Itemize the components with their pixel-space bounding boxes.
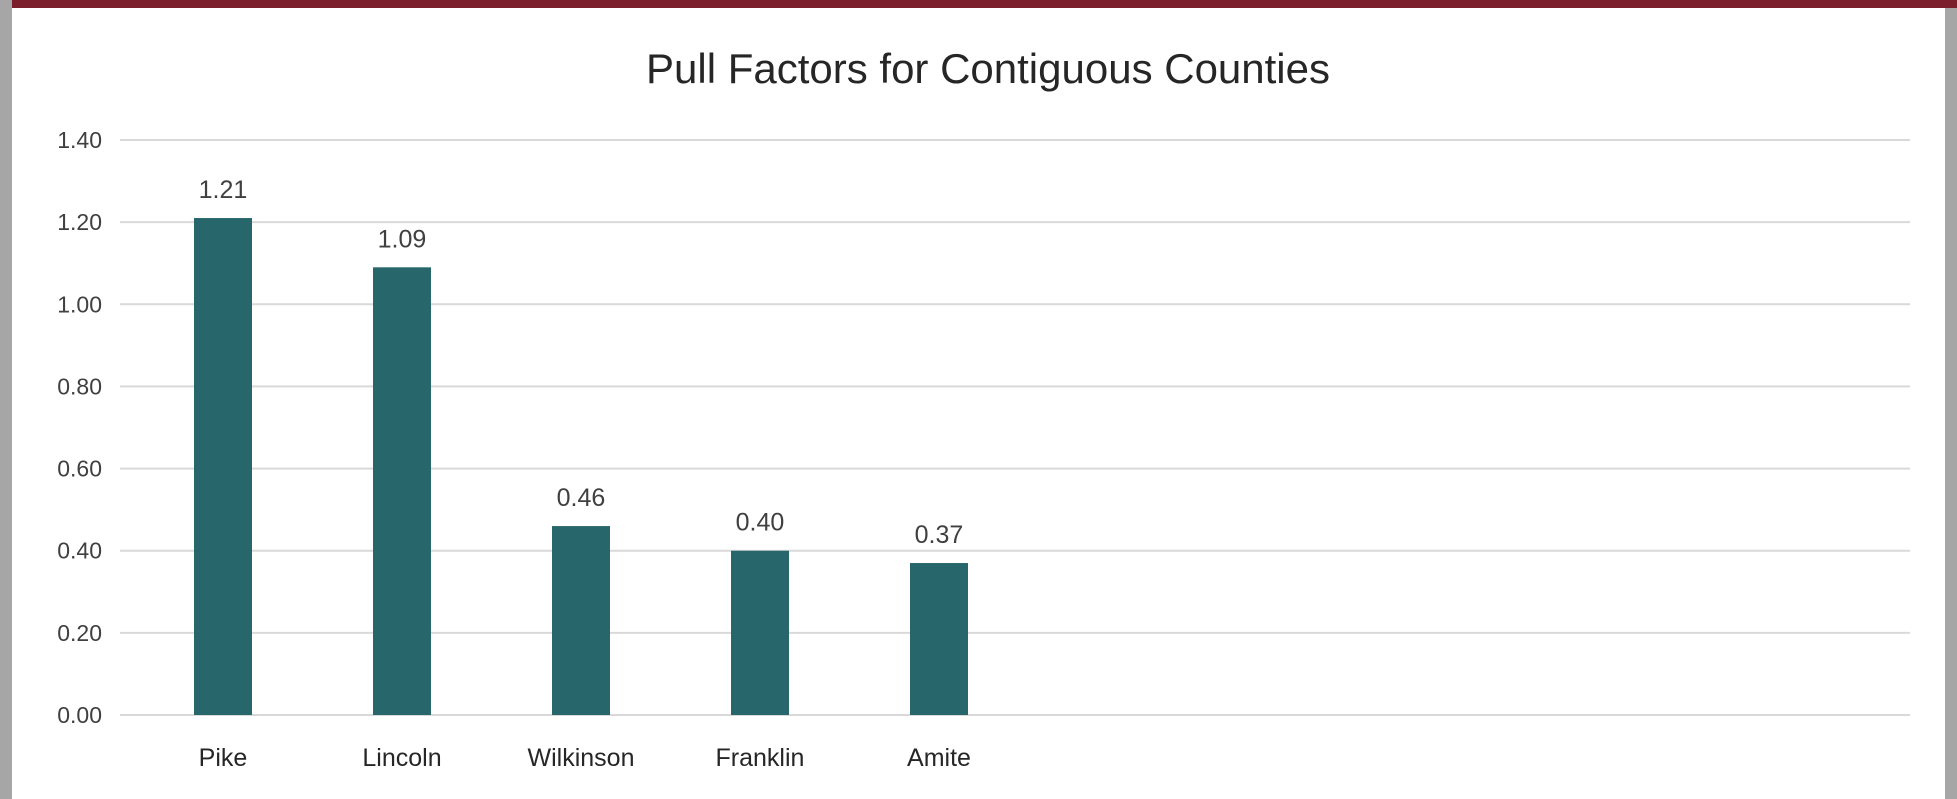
- frame-top-bar: [12, 0, 1957, 8]
- bar-chart: Pull Factors for Contiguous Counties 0.0…: [57, 45, 1910, 772]
- bar: [910, 563, 968, 715]
- y-tick-label: 0.40: [57, 538, 102, 564]
- y-axis-ticks: 0.00 0.20 0.40 0.60 0.80 1.00 1.20 1.40: [57, 127, 102, 728]
- bars: [194, 218, 968, 716]
- bar: [731, 550, 789, 715]
- bar: [373, 267, 431, 715]
- data-label: 0.40: [736, 509, 785, 537]
- category-label: Wilkinson: [528, 744, 635, 772]
- y-tick-label: 1.40: [57, 127, 102, 153]
- x-axis-categories: Pike Lincoln Wilkinson Franklin Amite: [199, 744, 971, 772]
- data-label: 1.21: [199, 176, 248, 204]
- data-label: 0.46: [557, 484, 606, 512]
- y-tick-label: 0.20: [57, 620, 102, 646]
- category-label: Amite: [907, 744, 971, 772]
- chart-title: Pull Factors for Contiguous Counties: [646, 45, 1330, 92]
- bar: [552, 526, 610, 715]
- y-tick-label: 1.20: [57, 209, 102, 235]
- y-tick-label: 0.80: [57, 373, 102, 399]
- category-label: Lincoln: [362, 744, 441, 772]
- y-tick-label: 0.00: [57, 702, 102, 728]
- y-tick-label: 0.60: [57, 456, 102, 482]
- data-label: 1.09: [378, 225, 427, 253]
- category-label: Franklin: [716, 744, 805, 772]
- bar: [194, 218, 252, 716]
- y-tick-label: 1.00: [57, 291, 102, 317]
- data-labels: 1.21 1.09 0.46 0.40 0.37: [199, 176, 964, 549]
- category-label: Pike: [199, 744, 248, 772]
- data-label: 0.37: [915, 521, 964, 549]
